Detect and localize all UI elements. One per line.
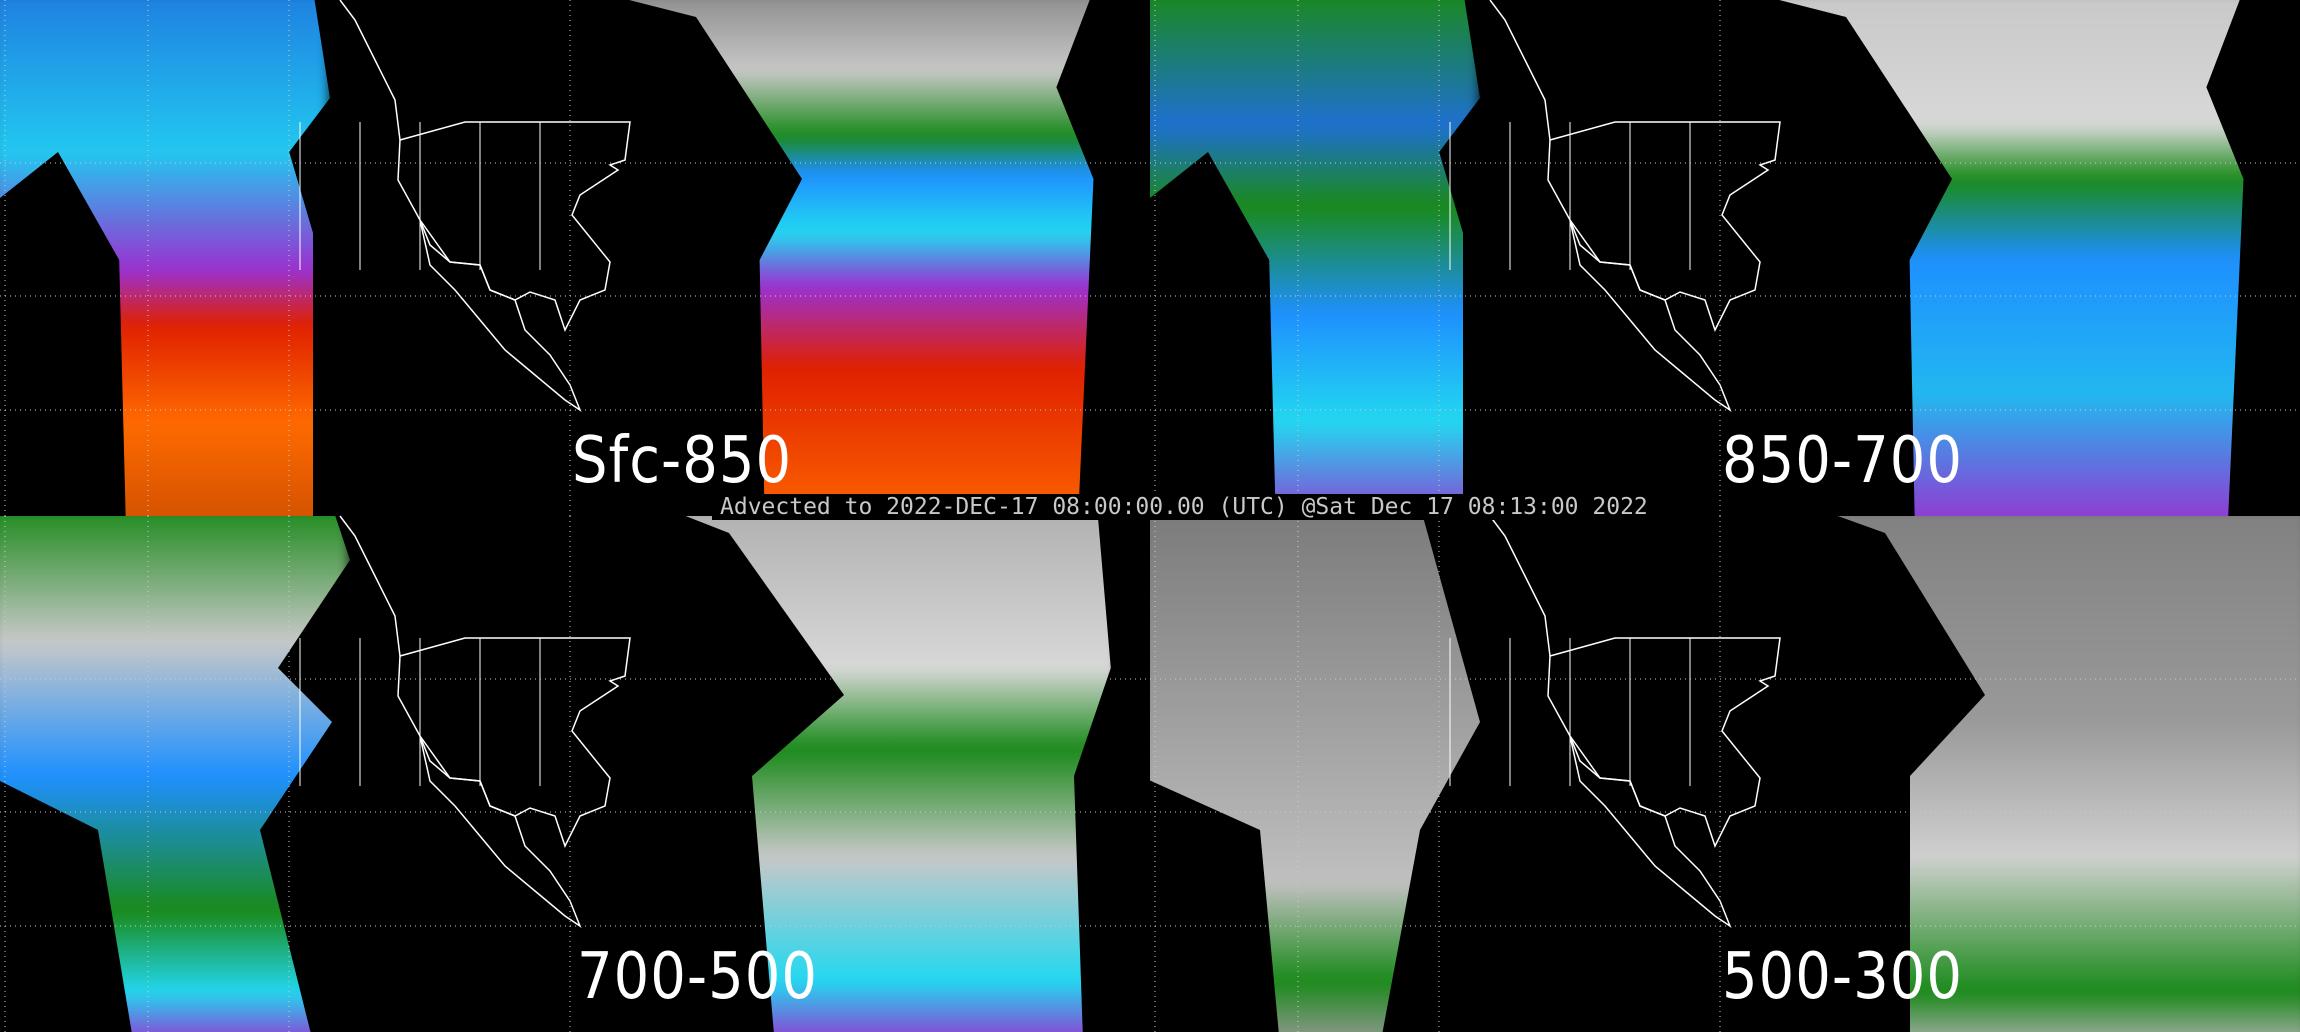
map-outline-3 xyxy=(1449,515,1781,928)
coastline xyxy=(397,637,631,848)
coastline xyxy=(1489,0,1551,141)
coastline xyxy=(419,735,582,928)
map-outline-1 xyxy=(1449,0,1781,412)
coastline xyxy=(1569,219,1732,412)
coastline xyxy=(1547,637,1781,848)
coastline xyxy=(339,515,401,657)
panel-sfc-850 xyxy=(0,0,1150,516)
panel-label-850-700: 850-700 xyxy=(1722,423,1963,498)
coastline xyxy=(419,219,582,412)
coastline xyxy=(1569,735,1732,928)
panel-700-500 xyxy=(0,516,1150,1032)
panel-label-500-300: 500-300 xyxy=(1722,939,1963,1014)
coastline xyxy=(339,0,401,141)
coastline xyxy=(1489,515,1551,657)
panel-500-300 xyxy=(1150,516,2300,1032)
advection-timestamp-caption: Advected to 2022-DEC-17 08:00:00.00 (UTC… xyxy=(712,494,1656,520)
panel-850-700 xyxy=(1150,0,2300,516)
map-outline-0 xyxy=(299,0,631,412)
panel-label-700-500: 700-500 xyxy=(577,939,818,1014)
coastline xyxy=(397,121,631,332)
coastline xyxy=(1547,121,1781,332)
panel-label-sfc-850: Sfc-850 xyxy=(572,423,793,498)
map-outline-2 xyxy=(299,515,631,928)
